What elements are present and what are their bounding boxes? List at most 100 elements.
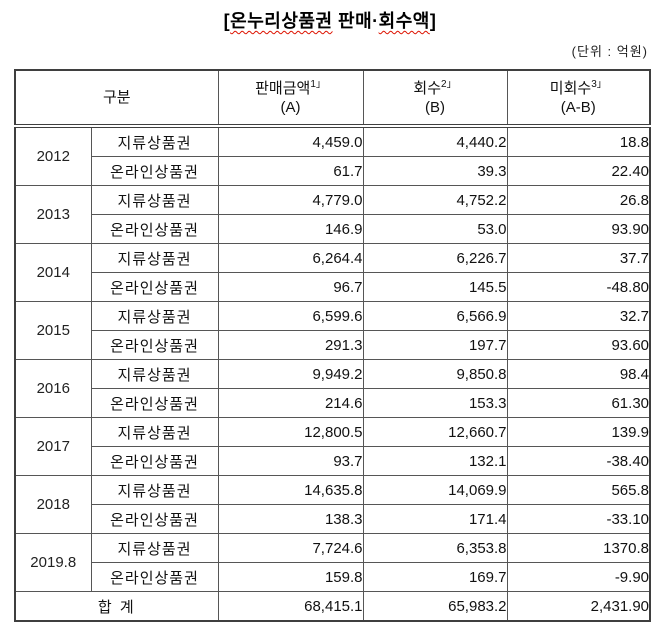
- type-cell: 온라인상품권: [90, 504, 219, 534]
- sales-recovery-table: 구분 판매금액1」 (A) 회수2」 (B) 미회수3」 (A-B) 2012 지류상…: [14, 69, 652, 622]
- type-cell: 지류상품권: [90, 533, 219, 563]
- table-row: 2012 지류상품권 4,459.0 4,440.2 18.8: [14, 125, 651, 186]
- amount-a-cell: 159.8: [217, 562, 364, 592]
- header-cell-unrecovered: 미회수3」 (A-B): [506, 69, 651, 128]
- header-recovered-symbol: (B): [425, 98, 446, 116]
- amount-diff-cell: 26.8: [506, 185, 651, 215]
- header-sales-label: 판매금액: [255, 79, 311, 97]
- amount-b-cell: 6,566.9: [362, 301, 508, 331]
- amount-b-cell: 197.7: [362, 330, 508, 360]
- type-cell: 지류상품권: [90, 243, 219, 273]
- amount-diff-cell: 37.7: [506, 243, 651, 273]
- amount-b-cell: 14,069.9: [362, 475, 508, 505]
- amount-diff-cell: -33.10: [506, 504, 651, 534]
- amount-a-cell: 138.3: [217, 504, 364, 534]
- amount-diff-cell: 61.30: [506, 388, 651, 418]
- amount-b-cell: 171.4: [362, 504, 508, 534]
- table-row: 온라인상품권 146.9 53.0 93.90: [15, 214, 651, 244]
- amount-a-cell: 4,459.0: [217, 125, 364, 157]
- total-a-cell: 68,415.1: [217, 591, 364, 622]
- header-sales-symbol: (A): [280, 98, 301, 116]
- year-cell: 2016: [14, 359, 92, 418]
- type-cell: 온라인상품권: [90, 330, 219, 360]
- title-bracket-open: [: [223, 11, 231, 31]
- amount-b-cell: 12,660.7: [362, 417, 508, 447]
- table-row: 온라인상품권 159.8 169.7 -9.90: [15, 562, 651, 592]
- amount-b-cell: 153.3: [362, 388, 508, 418]
- table-row: 2014 지류상품권 6,264.4 6,226.7 37.7: [14, 243, 651, 302]
- table-row: 온라인상품권 214.6 153.3 61.30: [15, 388, 651, 418]
- year-cell: 2012: [14, 125, 92, 186]
- table-row: 2018 지류상품권 14,635.8 14,069.9 565.8: [14, 475, 651, 534]
- amount-diff-cell: 93.90: [506, 214, 651, 244]
- table-row: 2015 지류상품권 6,599.6 6,566.9 32.7: [14, 301, 651, 360]
- amount-a-cell: 9,949.2: [217, 359, 364, 389]
- header-cell-sales: 판매금액1」 (A): [217, 69, 364, 128]
- amount-a-cell: 4,779.0: [217, 185, 364, 215]
- total-label-cell: 합 계: [14, 591, 219, 622]
- amount-a-cell: 14,635.8: [217, 475, 364, 505]
- amount-a-cell: 146.9: [217, 214, 364, 244]
- type-cell: 온라인상품권: [90, 156, 219, 186]
- type-cell: 지류상품권: [90, 125, 219, 157]
- page-title: [온누리상품권 판매·회수액]: [0, 7, 660, 33]
- amount-diff-cell: -38.40: [506, 446, 651, 476]
- content-area: (단위 : 억원) 구분 판매금액1」 (A) 회수2」 (B) 미회수3」 (A-B…: [14, 41, 652, 622]
- amount-b-cell: 6,353.8: [362, 533, 508, 563]
- header-recovered-footnote-mark: 2」: [441, 78, 457, 90]
- title-name-part: 온누리상품권: [230, 11, 333, 31]
- year-cell: 2018: [14, 475, 92, 534]
- amount-diff-cell: 22.40: [506, 156, 651, 186]
- header-unrecovered-label: 미회수: [549, 79, 592, 97]
- type-cell: 온라인상품권: [90, 562, 219, 592]
- year-cell: 2017: [14, 417, 92, 476]
- amount-b-cell: 4,752.2: [362, 185, 508, 215]
- amount-diff-cell: 32.7: [506, 301, 651, 331]
- table-row: 2017 지류상품권 12,800.5 12,660.7 139.9: [14, 417, 651, 476]
- header-unrecovered-symbol: (A-B): [560, 98, 596, 116]
- amount-diff-cell: -9.90: [506, 562, 651, 592]
- type-cell: 온라인상품권: [90, 272, 219, 302]
- amount-a-cell: 6,599.6: [217, 301, 364, 331]
- unit-note: (단위 : 억원): [571, 44, 648, 59]
- header-sales-footnote-mark: 1」: [310, 78, 326, 90]
- table-row: 2013 지류상품권 4,779.0 4,752.2 26.8: [14, 185, 651, 244]
- amount-diff-cell: 565.8: [506, 475, 651, 505]
- amount-a-cell: 6,264.4: [217, 243, 364, 273]
- type-cell: 지류상품권: [90, 301, 219, 331]
- amount-b-cell: 169.7: [362, 562, 508, 592]
- year-cell: 2013: [14, 185, 92, 244]
- amount-b-cell: 145.5: [362, 272, 508, 302]
- amount-a-cell: 93.7: [217, 446, 364, 476]
- total-row: 합 계 68,415.1 65,983.2 2,431.90: [14, 591, 651, 622]
- amount-diff-cell: 18.8: [506, 125, 651, 157]
- table-row: 2019.8 지류상품권 7,724.6 6,353.8 1370.8: [14, 533, 651, 592]
- type-cell: 온라인상품권: [90, 214, 219, 244]
- header-recovered-label: 회수: [413, 79, 442, 97]
- amount-a-cell: 291.3: [217, 330, 364, 360]
- type-cell: 지류상품권: [90, 475, 219, 505]
- amount-diff-cell: 1370.8: [506, 533, 651, 563]
- year-cell: 2015: [14, 301, 92, 360]
- table-row: 온라인상품권 96.7 145.5 -48.80: [15, 272, 651, 302]
- type-cell: 온라인상품권: [90, 446, 219, 476]
- amount-b-cell: 53.0: [362, 214, 508, 244]
- amount-a-cell: 61.7: [217, 156, 364, 186]
- header-cell-recovered: 회수2」 (B): [362, 69, 508, 128]
- amount-diff-cell: 93.60: [506, 330, 651, 360]
- amount-a-cell: 12,800.5: [217, 417, 364, 447]
- amount-b-cell: 39.3: [362, 156, 508, 186]
- table-row: 온라인상품권 291.3 197.7 93.60: [15, 330, 651, 360]
- amount-diff-cell: 98.4: [506, 359, 651, 389]
- amount-a-cell: 7,724.6: [217, 533, 364, 563]
- table-row: 온라인상품권 61.7 39.3 22.40: [15, 156, 651, 186]
- type-cell: 지류상품권: [90, 359, 219, 389]
- amount-a-cell: 214.6: [217, 388, 364, 418]
- header-unrecovered-footnote-mark: 3」: [591, 78, 607, 90]
- total-b-cell: 65,983.2: [362, 591, 508, 622]
- type-cell: 지류상품권: [90, 185, 219, 215]
- amount-diff-cell: -48.80: [506, 272, 651, 302]
- amount-b-cell: 4,440.2: [362, 125, 508, 157]
- type-cell: 온라인상품권: [90, 388, 219, 418]
